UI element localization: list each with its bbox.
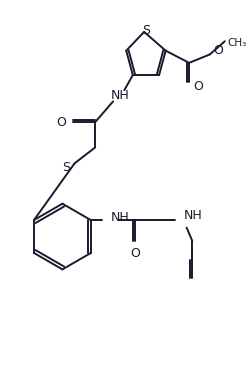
Text: S: S (142, 25, 150, 37)
Text: O: O (214, 44, 223, 57)
Text: O: O (130, 247, 140, 260)
Text: O: O (56, 116, 66, 128)
Text: CH₃: CH₃ (228, 39, 247, 48)
Text: O: O (193, 80, 203, 93)
Text: NH: NH (111, 89, 130, 102)
Text: S: S (62, 161, 70, 174)
Text: NH: NH (111, 211, 129, 224)
Text: NH: NH (184, 209, 202, 222)
